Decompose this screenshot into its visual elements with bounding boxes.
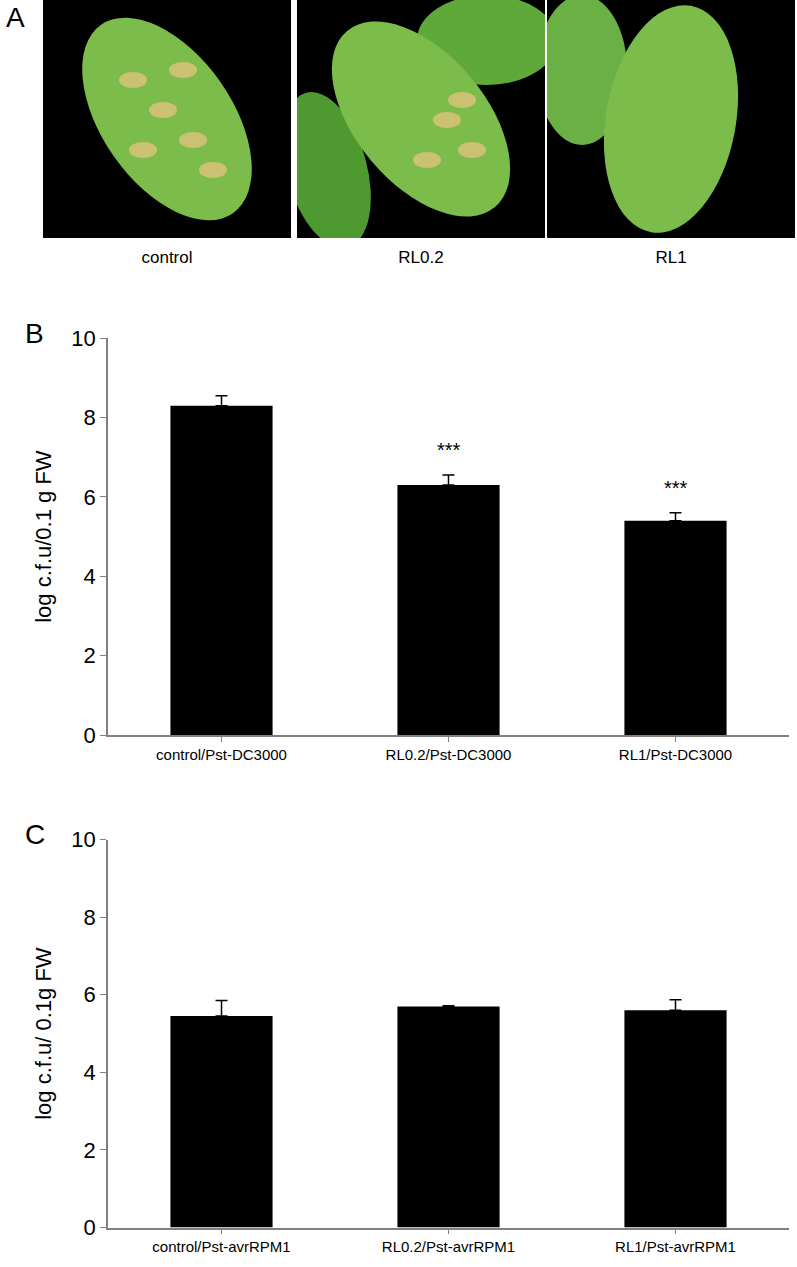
html-text:control: control [141,248,193,267]
svg-text:control/Pst-avrRPM1: control/Pst-avrRPM1 [152,1238,290,1255]
svg-text:6: 6 [84,485,96,510]
svg-text:2: 2 [84,643,96,668]
svg-text:2: 2 [84,1138,96,1163]
svg-text:RL1/Pst-avrRPM1: RL1/Pst-avrRPM1 [615,1238,736,1255]
svg-text:RL0.2/Pst-DC3000: RL0.2/Pst-DC3000 [386,746,512,763]
svg-text:RL0.2/Pst-avrRPM1: RL0.2/Pst-avrRPM1 [382,1238,515,1255]
svg-text:4: 4 [84,1060,96,1085]
svg-text:***: *** [664,477,688,499]
svg-text:0: 0 [84,723,96,748]
svg-text:RL1/Pst-DC3000: RL1/Pst-DC3000 [619,746,732,763]
svg-text:log c.f.u/ 0.1g FW: log c.f.u/ 0.1g FW [31,947,56,1120]
svg-text:log c.f.u/0.1 g FW: log c.f.u/0.1 g FW [31,450,56,623]
svg-text:8: 8 [84,905,96,930]
svg-text:6: 6 [84,982,96,1007]
svg-text:4: 4 [84,564,96,589]
svg-text:8: 8 [84,405,96,430]
svg-text:10: 10 [71,827,95,852]
svg-text:C: C [25,819,45,850]
html-text:RL1: RL1 [655,248,687,267]
svg-text:10: 10 [71,326,95,351]
svg-text:***: *** [437,439,461,461]
html-text:RL0.2: RL0.2 [398,248,444,267]
svg-text:control/Pst-DC3000: control/Pst-DC3000 [156,746,287,763]
svg-text:B: B [25,318,44,349]
svg-text:0: 0 [84,1215,96,1240]
html-text:A: A [6,2,25,33]
